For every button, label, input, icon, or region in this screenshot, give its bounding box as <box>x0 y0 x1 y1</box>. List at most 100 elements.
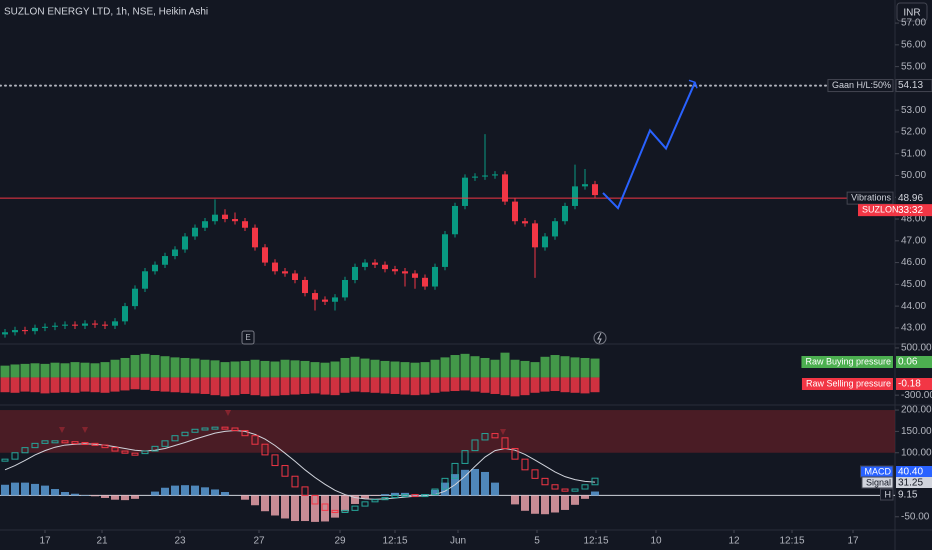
y-tick-label: 46.00 <box>901 257 926 268</box>
macd-bar <box>361 501 369 507</box>
candle-body <box>432 266 438 287</box>
pressure-bar <box>140 353 150 378</box>
y-tick-label: 43.00 <box>901 323 926 334</box>
x-tick-label: 10 <box>650 536 662 547</box>
macd-bar <box>421 494 429 498</box>
histogram-bar <box>171 485 179 496</box>
pressure-bar <box>490 359 500 378</box>
macd-bar <box>151 445 159 452</box>
candle-body <box>42 326 48 328</box>
currency-button[interactable] <box>896 2 928 22</box>
pressure-bar <box>420 362 430 378</box>
pressure-bar <box>220 362 230 378</box>
macd-bar <box>431 488 439 496</box>
pressure-bar <box>240 360 250 378</box>
y-tick-label: -50.00 <box>901 511 930 522</box>
countdown-name: SUZLON <box>862 205 899 215</box>
pressure-bar <box>250 359 260 378</box>
histogram-bar <box>31 483 39 496</box>
y-tick-label: 47.00 <box>901 235 926 246</box>
candle-body <box>212 214 218 222</box>
pressure-bar <box>550 377 560 392</box>
histogram-bar <box>391 492 399 496</box>
x-tick-label: 27 <box>253 536 265 547</box>
candle-body <box>122 306 128 322</box>
macd-bar <box>81 442 89 446</box>
candle-body <box>172 249 178 257</box>
histogram-bar <box>201 487 209 496</box>
pressure-bar <box>20 363 30 378</box>
pressure-bar <box>70 377 80 393</box>
currency-label[interactable]: INR <box>903 8 920 19</box>
candle-body <box>232 219 238 222</box>
pressure-bar <box>310 377 320 394</box>
macd-bar <box>171 435 179 442</box>
macd-bar <box>571 488 579 492</box>
candle-body <box>502 174 508 202</box>
pressure-bar <box>520 377 530 396</box>
pressure-bar <box>420 377 430 395</box>
histogram-bar <box>541 495 549 515</box>
candle-body <box>32 327 38 332</box>
histogram-bar <box>471 468 479 496</box>
pressure-bar <box>170 377 180 393</box>
pressure-bar <box>500 352 510 378</box>
macd-bar <box>141 450 149 455</box>
pressure-bar <box>480 377 490 393</box>
pressure-bar <box>370 377 380 393</box>
pressure-bar <box>110 377 120 392</box>
candle-body <box>162 256 168 265</box>
macd-bar <box>591 477 599 486</box>
candle-body <box>262 247 268 263</box>
candle-body <box>442 234 448 267</box>
candle-body <box>362 262 368 267</box>
pressure-bar <box>80 362 90 378</box>
earnings-icon[interactable] <box>241 330 255 345</box>
pressure-bar <box>120 377 130 391</box>
pressure-bar <box>410 377 420 396</box>
pressure-bar <box>550 355 560 378</box>
dividend-icon[interactable] <box>593 331 607 345</box>
pressure-bar <box>90 363 100 378</box>
macd-bar <box>111 447 119 452</box>
y-tick-label: 55.00 <box>901 61 926 72</box>
histogram-bar <box>41 485 49 496</box>
pressure-bar <box>170 357 180 378</box>
level-value: 54.13 <box>898 80 923 91</box>
pressure-bar <box>530 377 540 393</box>
pressure-bar <box>250 377 260 396</box>
macd-bar <box>401 494 409 498</box>
legend-name: H <box>885 489 892 499</box>
pressure-bar <box>400 362 410 378</box>
candle-body <box>22 330 28 332</box>
histogram-bar <box>291 495 299 522</box>
macd-bar <box>321 503 329 511</box>
pressure-bar <box>70 362 80 378</box>
y-tick-label: 56.00 <box>901 39 926 50</box>
candle-body <box>582 184 588 187</box>
histogram-bar <box>281 495 289 519</box>
y-tick-label: 57.00 <box>901 18 926 29</box>
pressure-bar <box>560 356 570 378</box>
macd-bar <box>121 450 129 454</box>
y-tick-label: 500.00 <box>901 343 932 354</box>
pressure-bar <box>320 362 330 378</box>
y-tick-label: 200.00 <box>901 405 932 416</box>
level-name-box <box>827 79 894 93</box>
pressure-bar <box>300 360 310 378</box>
histogram-bar <box>511 495 519 505</box>
macd-bar <box>331 509 339 514</box>
candle-body <box>52 325 58 327</box>
macd-bar <box>521 458 529 471</box>
pressure-bar <box>40 377 50 394</box>
pressure-bar <box>270 377 280 396</box>
x-tick-label: 23 <box>174 536 186 547</box>
pressure-bar <box>190 377 200 394</box>
overbought-band <box>0 410 895 453</box>
level-name: Gaan H/L:50% <box>832 80 891 90</box>
pressure-bar <box>450 355 460 378</box>
macd-bar <box>351 505 359 511</box>
y-tick-label: 45.00 <box>901 279 926 290</box>
pressure-bar <box>0 365 10 378</box>
candle-body <box>2 332 8 335</box>
